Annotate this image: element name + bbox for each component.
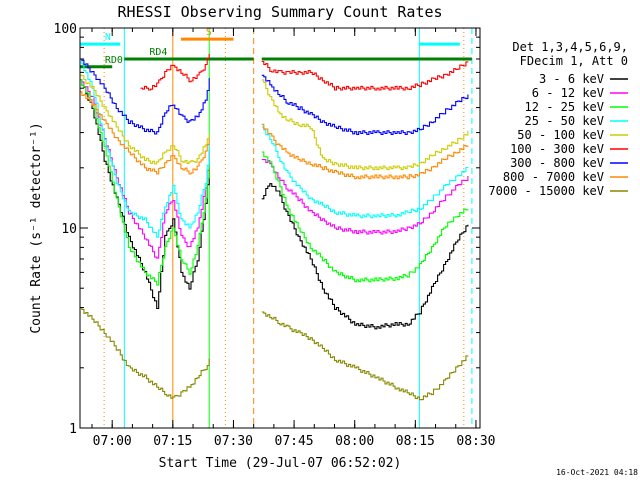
series-line-5-segment-1 bbox=[79, 74, 210, 165]
legend-label-5: 50 - 100 keV bbox=[517, 128, 604, 142]
series-line-9-segment-2 bbox=[261, 311, 469, 401]
state-bar-label-s: S bbox=[206, 27, 212, 38]
legend-header-line-1: Det 1,3,4,5,6,9, bbox=[512, 40, 628, 54]
series-group bbox=[79, 53, 469, 401]
series-line-6-segment-2 bbox=[261, 60, 469, 91]
series-line-9-segment-1 bbox=[79, 307, 210, 399]
legend: Det 1,3,4,5,6,9, FDecim 1, Att 0 3 - 6 k… bbox=[488, 40, 628, 198]
y-axis-label: Count Rate (s⁻¹ detector⁻¹) bbox=[29, 122, 44, 333]
legend-label-8: 800 - 7000 keV bbox=[503, 170, 604, 184]
series-line-8-segment-2 bbox=[261, 123, 469, 180]
series-line-3-segment-2 bbox=[261, 151, 469, 283]
legend-label-3: 12 - 25 keV bbox=[525, 100, 604, 114]
y-tick-label: 1 bbox=[69, 422, 77, 437]
x-tick-label: 08:30 bbox=[456, 434, 495, 449]
series-line-1-segment-2 bbox=[261, 183, 469, 330]
legend-label-2: 6 - 12 keV bbox=[532, 86, 604, 100]
state-bars: N S RD0 RD4 bbox=[79, 27, 472, 69]
series-line-5-segment-2 bbox=[261, 79, 469, 171]
y-tick-label: 100 bbox=[54, 22, 77, 37]
chart-title: RHESSI Observing Summary Count Rates bbox=[117, 3, 442, 21]
series-line-6-segment-1 bbox=[140, 53, 210, 91]
x-tick-label: 07:00 bbox=[93, 434, 132, 449]
series-line-7-segment-1 bbox=[79, 58, 210, 135]
x-axis: 07:00 07:15 07:30 07:45 08:00 08:15 08:30 bbox=[91, 28, 496, 449]
series-line-2-segment-2 bbox=[261, 158, 469, 235]
y-tick-label: 10 bbox=[61, 222, 77, 237]
legend-label-1: 3 - 6 keV bbox=[539, 72, 604, 86]
series-line-8-segment-1 bbox=[79, 91, 210, 175]
x-tick-label: 07:15 bbox=[153, 434, 192, 449]
x-tick-label: 07:45 bbox=[275, 434, 314, 449]
x-tick-label: 08:15 bbox=[396, 434, 435, 449]
series-line-3-segment-1 bbox=[79, 79, 210, 286]
x-tick-label: 08:00 bbox=[335, 434, 374, 449]
x-axis-label: Start Time (29-Jul-07 06:52:02) bbox=[159, 456, 402, 471]
series-line-4-segment-2 bbox=[261, 126, 469, 219]
legend-label-9: 7000 - 15000 keV bbox=[488, 184, 604, 198]
series-line-4-segment-1 bbox=[79, 58, 210, 238]
legend-header-line-2: FDecim 1, Att 0 bbox=[520, 54, 628, 68]
state-bar-label-rd0: RD0 bbox=[105, 55, 123, 66]
series-line-7-segment-2 bbox=[261, 74, 469, 135]
legend-label-7: 300 - 800 keV bbox=[510, 156, 604, 170]
x-tick-label: 07:30 bbox=[214, 434, 253, 449]
y-axis: 1 10 100 bbox=[54, 22, 480, 437]
generation-timestamp: 16-Oct-2021 04:18 bbox=[556, 468, 638, 477]
state-bar-label-n: N bbox=[105, 32, 111, 43]
state-bar-label-rd4: RD4 bbox=[149, 47, 167, 58]
legend-label-4: 25 - 50 keV bbox=[525, 114, 604, 128]
legend-label-6: 100 - 300 keV bbox=[510, 142, 604, 156]
